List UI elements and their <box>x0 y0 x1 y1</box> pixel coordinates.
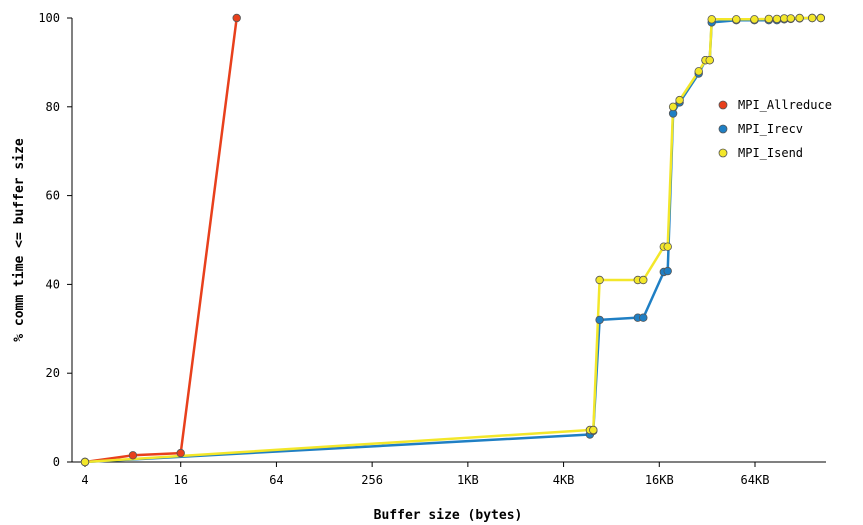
data-point <box>808 13 817 23</box>
legend-label: MPI_Irecv <box>738 122 803 136</box>
y-axis-title: % comm time <= buffer size <box>12 138 27 342</box>
x-tick-label: 256 <box>361 473 383 487</box>
data-point <box>795 13 804 23</box>
x-axis-title: Buffer size (bytes) <box>374 508 523 523</box>
data-point <box>663 242 672 251</box>
data-point <box>176 448 185 458</box>
series-line-mpi_irecv <box>84 16 821 464</box>
data-point <box>772 14 782 24</box>
x-tick-label: 16 <box>173 473 187 487</box>
y-tick-label: 80 <box>46 100 60 114</box>
x-tick-label: 1KB <box>457 473 479 487</box>
data-point <box>675 95 684 105</box>
y-tick-label: 0 <box>53 455 60 469</box>
data-point <box>639 313 648 322</box>
legend-marker <box>718 100 728 110</box>
x-tick-label: 4 <box>81 473 88 487</box>
data-point <box>764 14 773 24</box>
x-tick-label: 4KB <box>553 473 575 487</box>
y-tick-label: 20 <box>46 366 60 380</box>
series-points <box>80 13 825 467</box>
x-tick-label: 64 <box>269 473 283 487</box>
series-line-mpi_isend <box>84 16 821 464</box>
x-ticks: 4 16 64 256 1KB 4KB 16KB 64KB <box>81 462 769 487</box>
legend-label: MPI_Allreduce <box>738 98 832 112</box>
data-point <box>595 275 604 285</box>
data-point <box>694 67 703 76</box>
data-point <box>750 15 759 24</box>
x-tick-label: 16KB <box>645 473 674 487</box>
y-tick-label: 60 <box>46 189 60 203</box>
legend-marker <box>718 124 728 134</box>
axes <box>71 18 826 463</box>
data-point <box>128 451 138 460</box>
y-ticks: 0 20 40 60 80 100 <box>38 11 72 469</box>
data-point <box>816 13 825 23</box>
legend-label: MPI_Isend <box>738 146 803 160</box>
data-point <box>786 14 795 23</box>
data-point <box>668 102 678 111</box>
data-point <box>232 13 241 23</box>
data-point <box>595 315 604 325</box>
y-tick-label: 40 <box>46 277 60 291</box>
data-point <box>589 425 598 435</box>
y-tick-label: 100 <box>38 11 60 25</box>
data-point <box>705 56 714 65</box>
data-point <box>663 266 672 276</box>
series-line-mpi_allreduce <box>84 17 238 464</box>
data-point <box>732 15 741 24</box>
x-tick-label: 64KB <box>741 473 770 487</box>
legend: MPI_Allreduce MPI_Irecv MPI_Isend <box>718 98 832 160</box>
data-point <box>707 15 716 24</box>
data-point <box>80 457 90 467</box>
data-point <box>639 275 648 285</box>
legend-marker <box>718 148 728 158</box>
series-lines <box>84 16 821 464</box>
